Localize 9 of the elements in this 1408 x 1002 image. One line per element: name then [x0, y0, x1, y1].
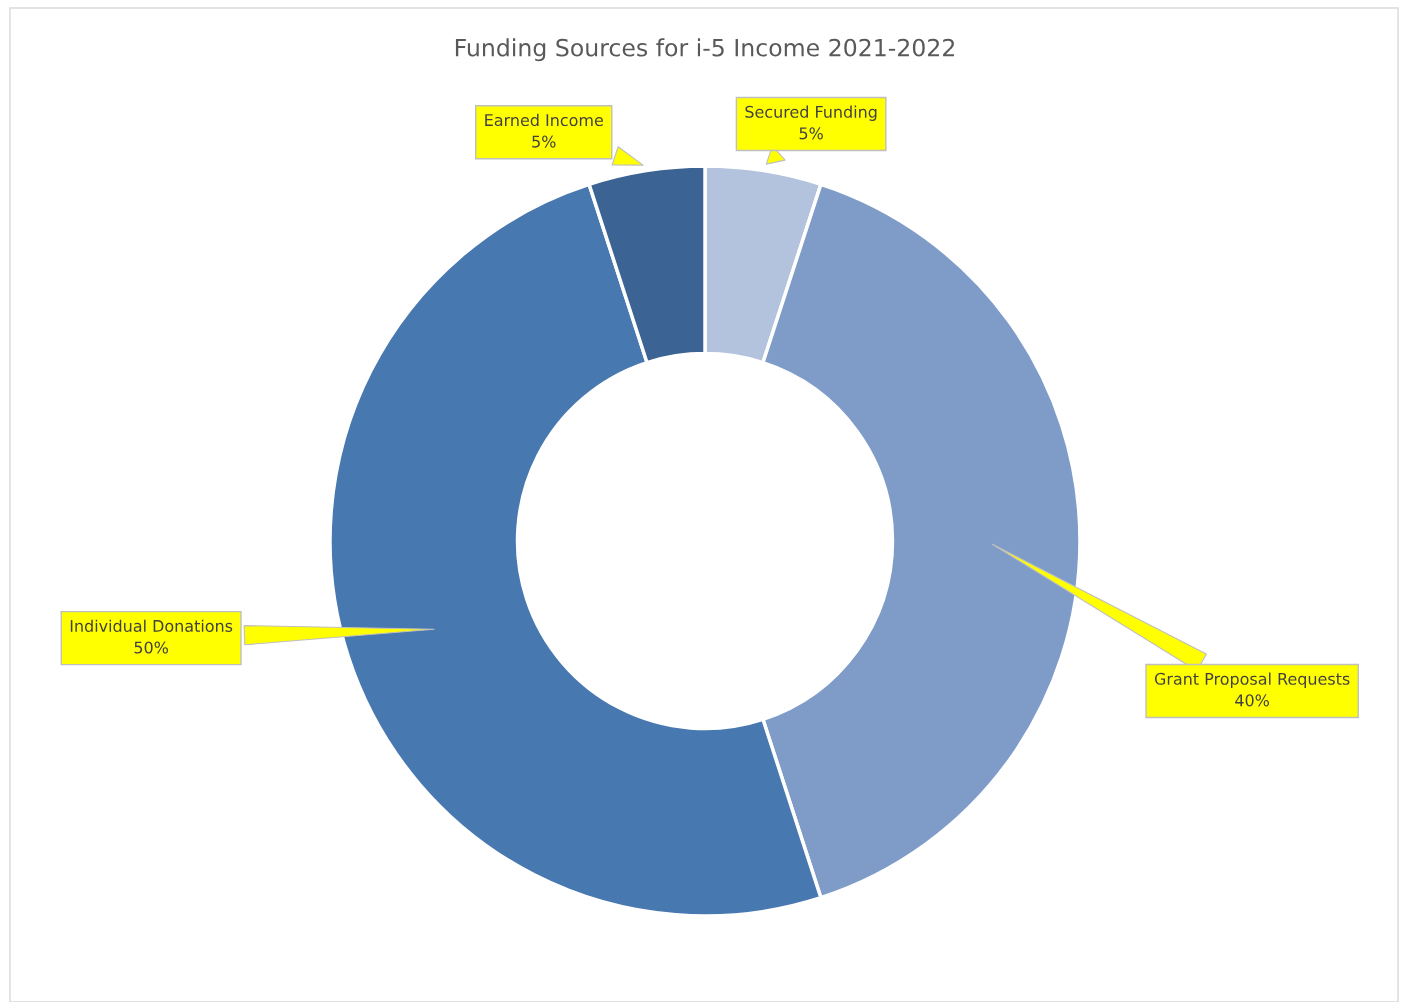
- slice-label: Secured Funding: [745, 105, 877, 121]
- slice-label: Earned Income: [485, 113, 603, 127]
- data-label: 40%: [1235, 694, 1269, 707]
- chart-title: Funding Sources for i-5 Income 2021-2022: [455, 38, 955, 62]
- slice-label: Individual Donations: [70, 619, 233, 632]
- data-label: 50%: [134, 641, 168, 654]
- data-label: 5%: [532, 135, 556, 148]
- data-label: 5%: [799, 127, 823, 140]
- slice-label: Grant Proposal Requests: [1154, 672, 1350, 688]
